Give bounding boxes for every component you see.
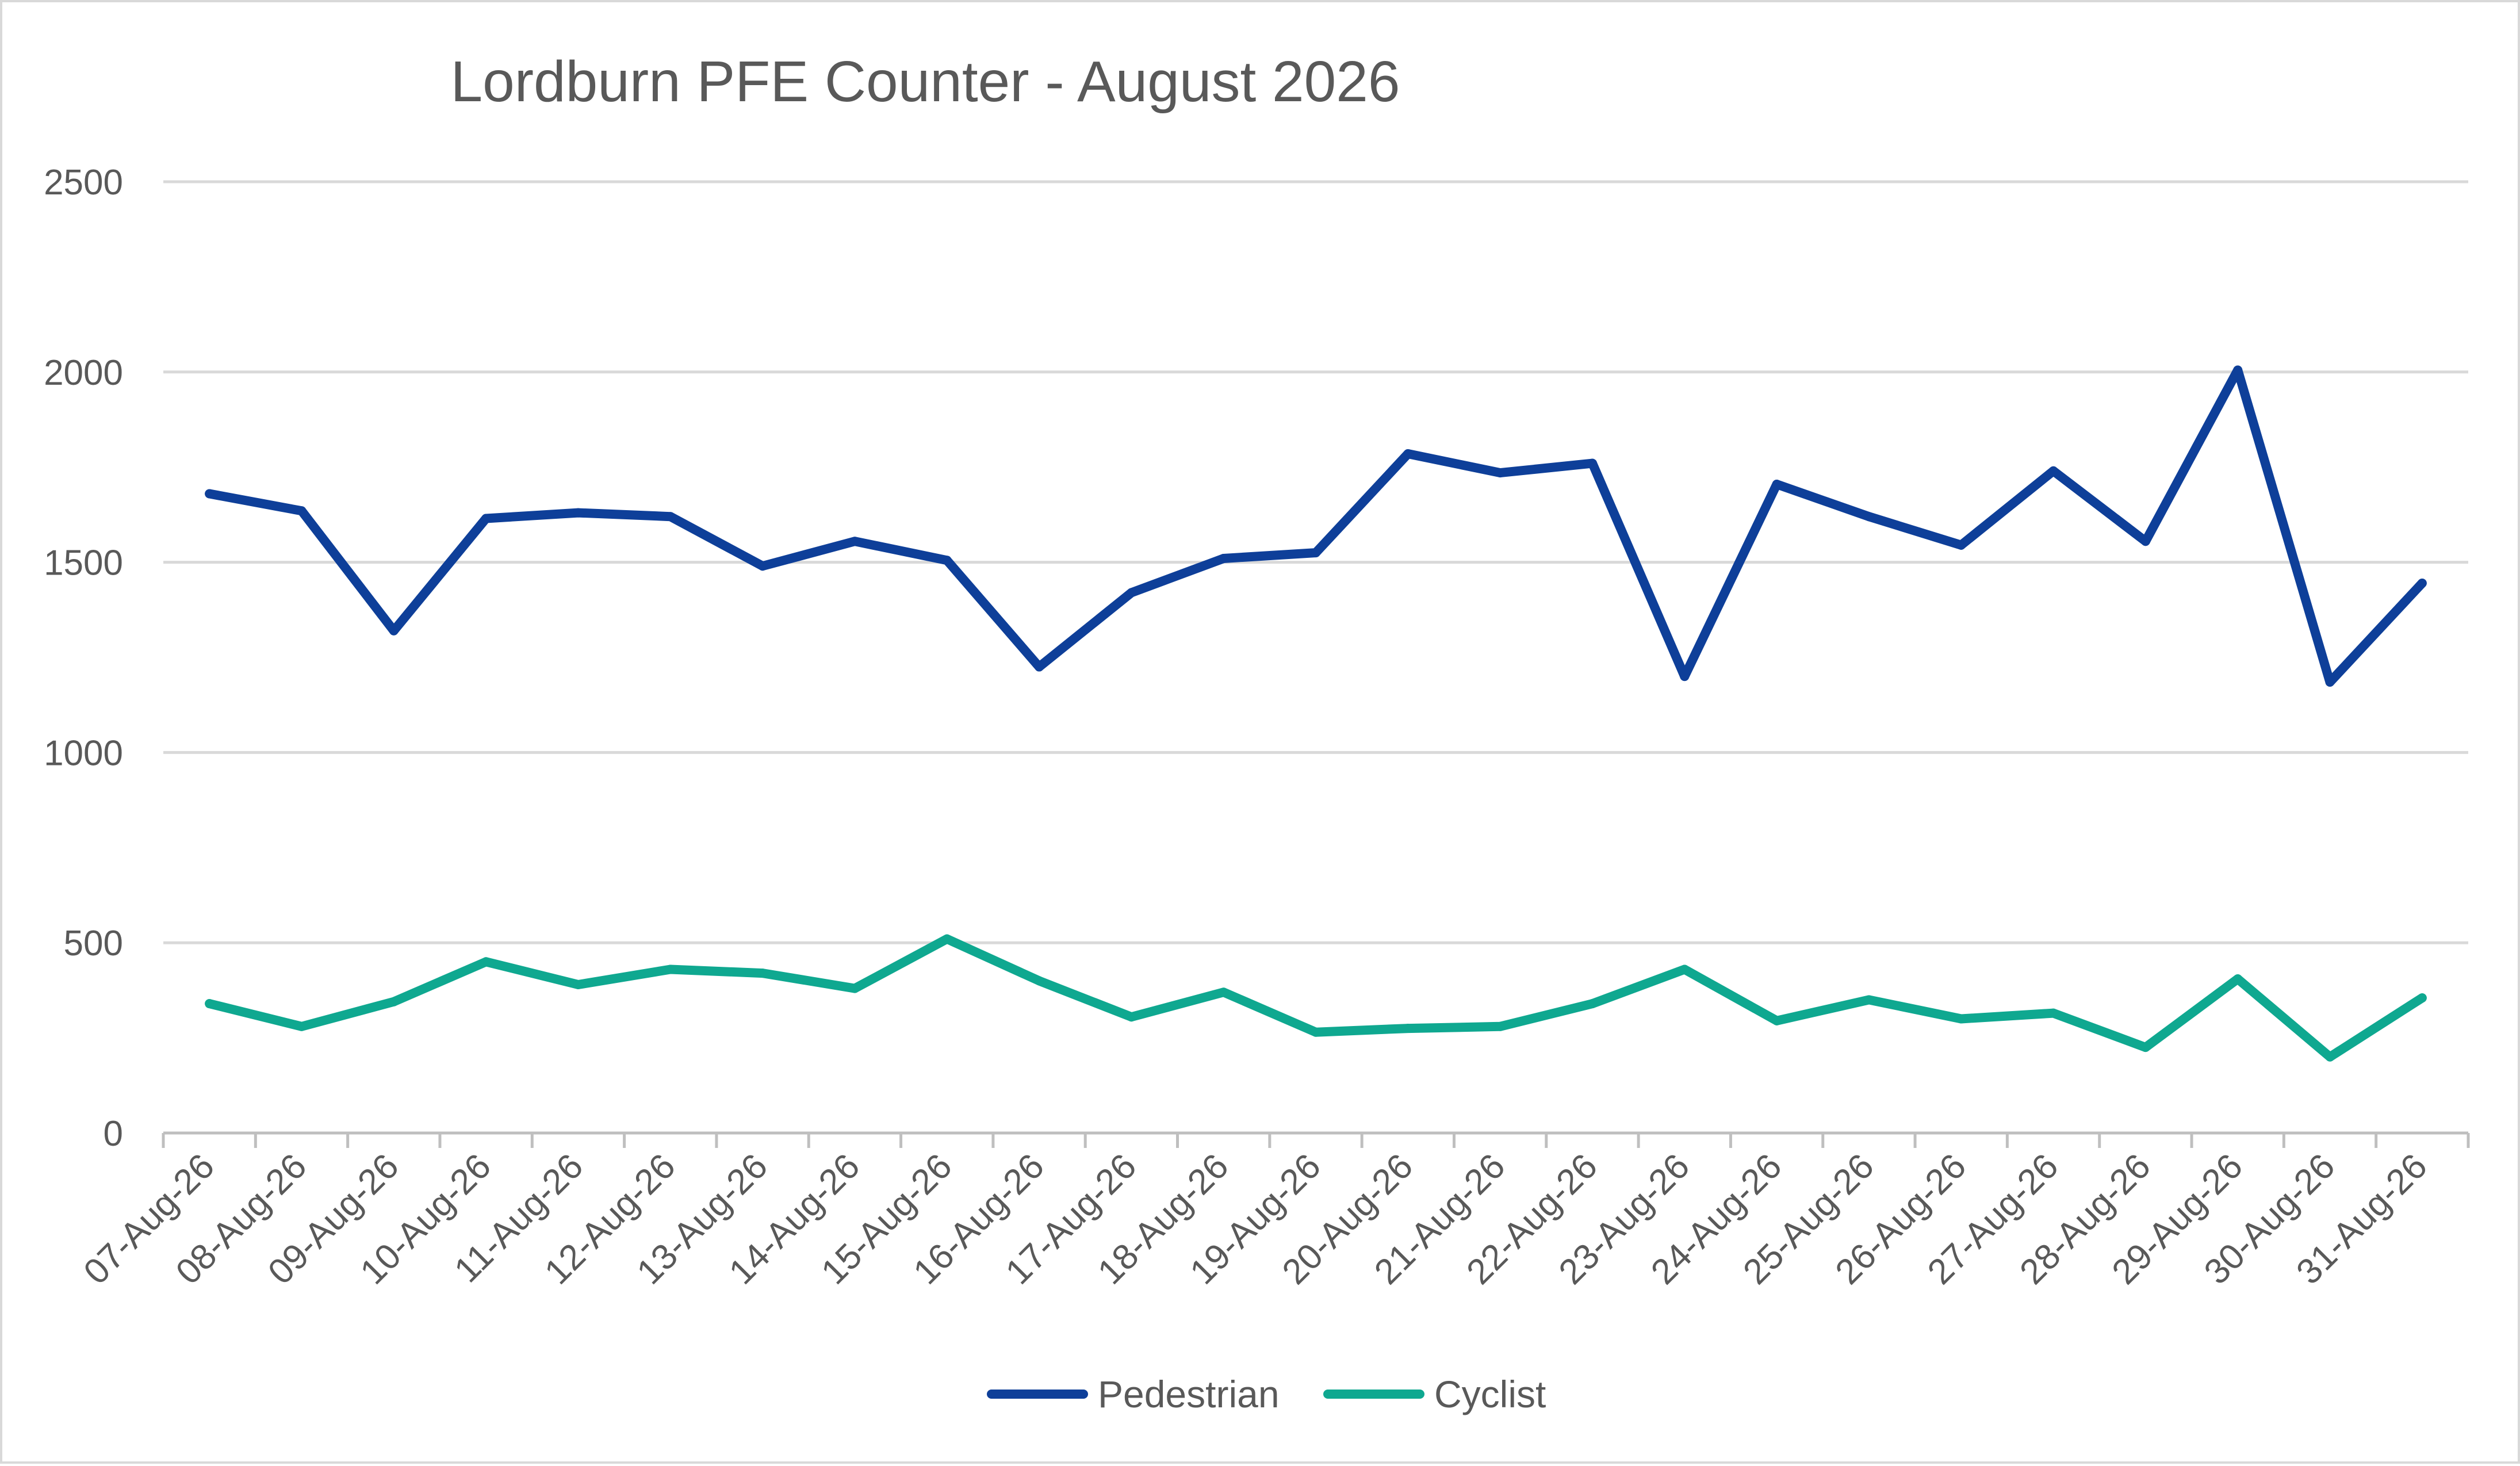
legend-label-pedestrian: Pedestrian: [1098, 1373, 1280, 1415]
y-tick-label: 0: [104, 1114, 123, 1154]
data-point-pedestrian: [1219, 553, 1228, 563]
data-point-pedestrian: [942, 556, 952, 565]
data-point-cyclist: [850, 983, 860, 993]
y-tick-label: 500: [64, 924, 123, 963]
data-point-cyclist: [1864, 995, 1874, 1005]
data-point-cyclist: [2140, 1043, 2150, 1052]
data-point-pedestrian: [481, 514, 491, 523]
data-point-pedestrian: [205, 489, 215, 499]
data-point-cyclist: [1127, 1012, 1136, 1022]
data-point-cyclist: [1956, 1014, 1966, 1024]
data-point-pedestrian: [1956, 540, 1966, 550]
data-point-pedestrian: [2325, 678, 2335, 687]
series-lines: [205, 365, 2427, 1062]
data-point-cyclist: [2417, 993, 2427, 1003]
data-point-pedestrian: [1587, 458, 1597, 468]
series-line-cyclist: [205, 934, 2427, 1062]
data-point-cyclist: [2048, 1008, 2058, 1018]
data-point-pedestrian: [1035, 662, 1044, 672]
data-point-pedestrian: [573, 508, 583, 518]
data-point-pedestrian: [758, 561, 768, 571]
y-tick-label: 2000: [44, 353, 123, 393]
data-point-pedestrian: [1127, 588, 1136, 598]
x-axis: 07-Aug-2608-Aug-2609-Aug-2610-Aug-2611-A…: [76, 1131, 2470, 1292]
y-tick-label: 1000: [44, 733, 123, 773]
data-point-pedestrian: [2048, 466, 2058, 476]
data-point-pedestrian: [1403, 449, 1413, 459]
data-point-pedestrian: [1311, 548, 1320, 558]
data-point-cyclist: [297, 1021, 307, 1031]
data-point-pedestrian: [2233, 365, 2243, 375]
series-line-pedestrian: [205, 365, 2427, 687]
data-point-pedestrian: [2140, 537, 2150, 546]
data-point-cyclist: [758, 969, 768, 978]
data-point-pedestrian: [389, 626, 399, 636]
data-point-cyclist: [1311, 1027, 1320, 1037]
data-point-cyclist: [481, 957, 491, 967]
data-point-cyclist: [2325, 1052, 2335, 1062]
data-point-cyclist: [389, 997, 399, 1006]
data-point-cyclist: [1680, 964, 1690, 974]
data-point-pedestrian: [1864, 512, 1874, 522]
data-point-cyclist: [665, 964, 675, 974]
data-point-cyclist: [1219, 987, 1228, 997]
data-point-pedestrian: [665, 512, 675, 522]
data-point-pedestrian: [1772, 479, 1782, 489]
data-point-cyclist: [205, 999, 215, 1009]
data-point-cyclist: [1035, 976, 1044, 986]
y-tick-label: 2500: [44, 163, 123, 202]
data-point-cyclist: [573, 979, 583, 989]
chart-title: Lordburn PFE Counter - August 2026: [450, 49, 1400, 114]
data-point-pedestrian: [2417, 578, 2427, 588]
legend: Pedestrian Cyclist: [987, 1373, 1546, 1415]
gridlines: [163, 180, 2468, 944]
data-point-cyclist: [1587, 999, 1597, 1009]
data-point-cyclist: [2233, 974, 2243, 984]
data-point-pedestrian: [1495, 468, 1505, 478]
data-point-cyclist: [942, 934, 952, 944]
data-point-pedestrian: [1680, 672, 1690, 682]
data-point-cyclist: [1772, 1016, 1782, 1025]
legend-label-cyclist: Cyclist: [1434, 1373, 1546, 1415]
y-tick-label: 1500: [44, 543, 123, 583]
y-axis-ticks: 0 500 1000 1500 2000 2500: [44, 163, 123, 1154]
data-point-pedestrian: [850, 537, 860, 546]
data-point-cyclist: [1495, 1021, 1505, 1031]
data-point-pedestrian: [297, 506, 307, 516]
data-point-cyclist: [1403, 1024, 1413, 1034]
